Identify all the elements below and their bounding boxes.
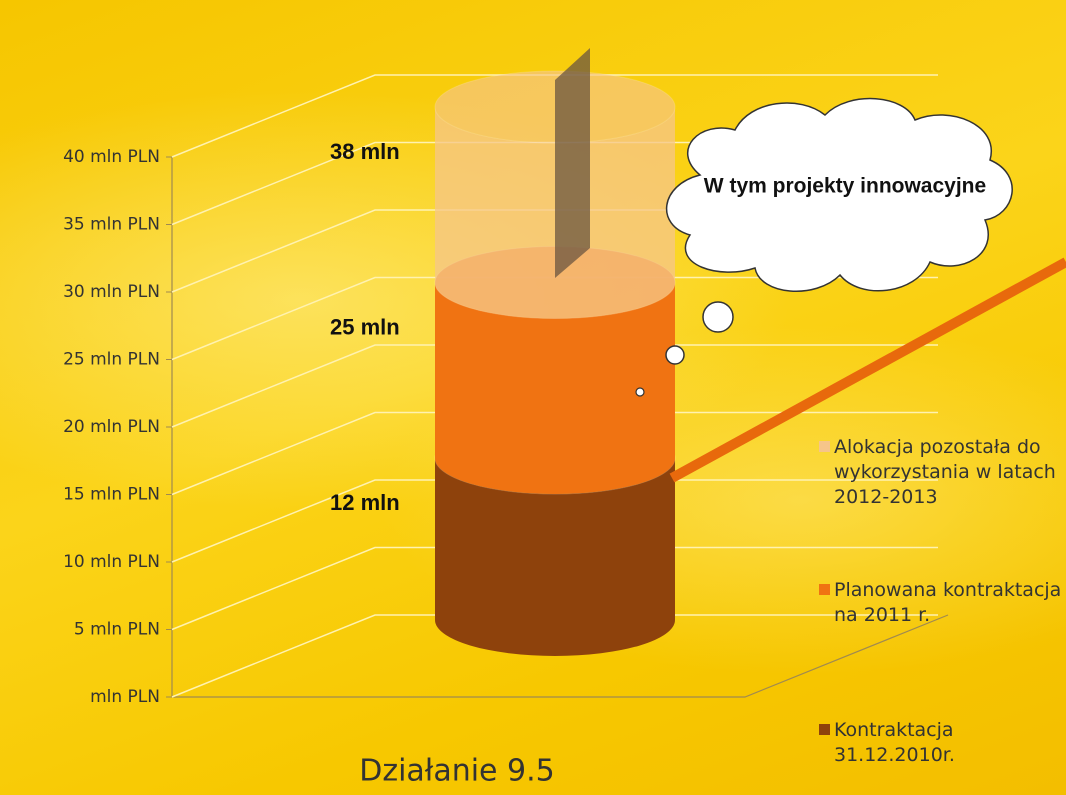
y-tick-label: 10 mln PLN	[63, 552, 160, 572]
page: mln PLN 5 mln PLN 10 mln PLN 15 mln PLN 20 m…	[0, 0, 1066, 795]
total-label: 38 mln	[330, 139, 400, 164]
category-label: Działanie 9.5	[359, 754, 555, 789]
legend-label: Planowana kontraktacja na 2011 r.	[830, 578, 1066, 628]
y-tick-label: 25 mln PLN	[63, 350, 160, 370]
legend-swatch	[819, 441, 830, 452]
innovation-slab	[555, 48, 590, 278]
legend-swatch	[819, 724, 830, 735]
annotations: 12 mln 25 mln 38 mln	[330, 139, 400, 515]
cloud-bubble	[703, 302, 733, 332]
y-tick-label: 30 mln PLN	[63, 282, 160, 302]
cloud-bubble	[666, 346, 684, 364]
legend-item: Kontraktacja 31.12.2010r.	[830, 718, 1066, 768]
legend-item: Alokacja pozostała do wykorzystania w la…	[830, 435, 1066, 510]
legend-label: Alokacja pozostała do wykorzystania w la…	[830, 435, 1066, 510]
y-tick-label: 20 mln PLN	[63, 417, 160, 437]
total-label: 25 mln	[330, 314, 400, 339]
legend-item: Planowana kontraktacja na 2011 r.	[830, 578, 1066, 628]
cloud-text: W tym projekty innowacyjne	[704, 175, 986, 198]
y-tick-label: 35 mln PLN	[63, 215, 160, 235]
y-tick-label: 40 mln PLN	[63, 147, 160, 167]
legend-label: Kontraktacja 31.12.2010r.	[830, 718, 1066, 768]
cloud-bubble	[636, 388, 644, 396]
y-tick-label: 5 mln PLN	[74, 620, 160, 640]
y-tick-label: mln PLN	[90, 687, 160, 707]
y-tick-label: 15 mln PLN	[63, 485, 160, 505]
total-label: 12 mln	[330, 490, 400, 515]
chart: mln PLN 5 mln PLN 10 mln PLN 15 mln PLN 20 m…	[0, 0, 1066, 795]
legend-swatch	[819, 584, 830, 595]
